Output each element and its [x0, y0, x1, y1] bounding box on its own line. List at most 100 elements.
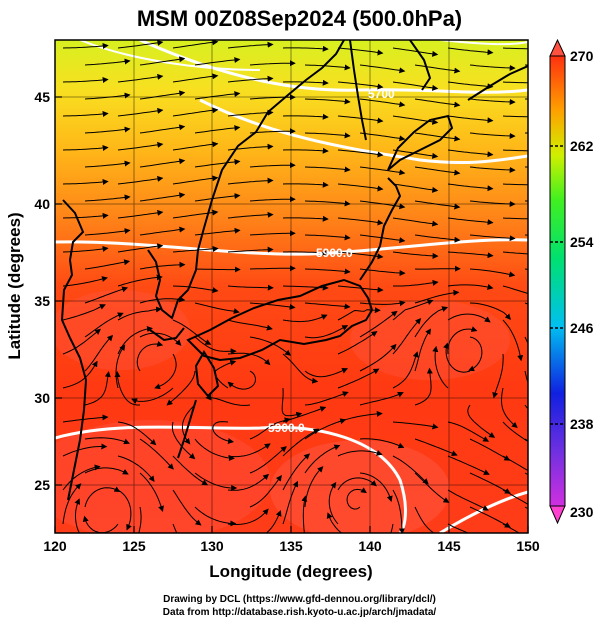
streamline: [62, 276, 108, 287]
streamline: [117, 489, 132, 531]
streamline: [282, 453, 311, 491]
streamline: [447, 523, 470, 533]
streamline: [282, 215, 329, 222]
streamline: [227, 75, 274, 83]
streamline: [304, 64, 351, 71]
streamline: [117, 73, 164, 83]
streamline: [414, 132, 461, 142]
streamline: [282, 181, 329, 188]
streamline: [502, 285, 528, 295]
streamline: [227, 177, 274, 185]
streamline: [194, 472, 238, 491]
x-tick-label: 135: [279, 538, 303, 554]
streamline: [117, 274, 163, 287]
streamline: [139, 226, 186, 236]
streamline: [524, 370, 528, 385]
streamline: [469, 268, 516, 278]
x-axis-title: Longitude (degrees): [209, 562, 372, 581]
streamline: [282, 353, 319, 384]
streamline: [447, 421, 490, 442]
colorbar: 270 262 254 246 238 230: [549, 38, 594, 525]
streamline: [117, 141, 164, 151]
streamline: [392, 81, 439, 91]
streamline: [249, 446, 287, 474]
streamline: [194, 91, 241, 100]
streamline: [359, 472, 393, 502]
streamline: [139, 332, 182, 346]
streamline: [154, 353, 177, 390]
grid-lines: [55, 40, 528, 533]
y-tick-label: 35: [34, 293, 50, 309]
y-tick-label: 30: [34, 390, 50, 406]
streamline: [227, 319, 273, 331]
wind-streamlines: [62, 40, 528, 561]
streamline: [172, 455, 209, 486]
colorbar-ticks: [550, 145, 565, 425]
streamline: [117, 421, 157, 446]
streamline: [227, 284, 274, 291]
streamline: [172, 285, 219, 294]
streamline: [432, 345, 449, 389]
coast-tohoku: [359, 177, 402, 281]
streamline: [502, 421, 528, 443]
streamline: [139, 124, 186, 134]
x-tick-label: 145: [437, 538, 461, 554]
streamline: [304, 325, 349, 339]
streamline: [414, 472, 450, 503]
streamline: [447, 251, 494, 259]
streamline: [359, 64, 406, 74]
streamline: [172, 245, 219, 253]
streamline: [337, 183, 384, 192]
y-tick-label: 40: [34, 196, 50, 212]
coast-sakhalin: [349, 40, 367, 141]
streamline: [390, 523, 394, 533]
streamline: [249, 162, 296, 169]
streamline: [281, 387, 303, 418]
field-layer: 5900.0 5900.0 5700: [55, 40, 528, 561]
streamline: [282, 113, 329, 120]
colorbar-label: 246: [570, 320, 594, 336]
streamline: [447, 283, 494, 290]
streamline: [172, 489, 202, 526]
streamline: [172, 319, 212, 345]
streamline: [84, 228, 131, 236]
streamline: [172, 107, 219, 117]
streamline: [249, 302, 296, 310]
streamline: [84, 437, 130, 445]
colorbar-label: 238: [570, 416, 594, 432]
streamline: [172, 523, 178, 533]
streamline: [467, 404, 496, 438]
streamline: [304, 200, 351, 207]
streamline: [249, 474, 282, 508]
streamline: [138, 506, 142, 533]
streamline: [469, 132, 516, 139]
coast-china: [60, 199, 88, 501]
streamline: [117, 209, 164, 219]
streamline: [359, 300, 406, 307]
streamline: [283, 249, 329, 256]
streamline: [139, 90, 186, 100]
streamline: [359, 132, 406, 142]
contour-5800: [199, 98, 528, 165]
streamline: [469, 472, 511, 494]
streamline: [502, 455, 528, 472]
streamline: [359, 98, 406, 108]
streamline: [502, 319, 524, 362]
streamline: [392, 183, 439, 193]
streamline: [172, 73, 219, 83]
streamline: [62, 178, 109, 185]
streamline: [470, 541, 510, 561]
streamline: [139, 472, 164, 512]
x-tick-marks: [54, 526, 529, 533]
streamline: [447, 455, 490, 475]
streamline: [469, 438, 511, 461]
streamline: [346, 487, 367, 510]
streamline: [414, 367, 433, 406]
streamline: [337, 115, 384, 124]
colorbar-label: 270: [570, 48, 594, 64]
streamline: [84, 259, 131, 270]
streamline: [249, 230, 296, 237]
colorbar-body: [549, 55, 566, 507]
streamline: [337, 47, 384, 56]
